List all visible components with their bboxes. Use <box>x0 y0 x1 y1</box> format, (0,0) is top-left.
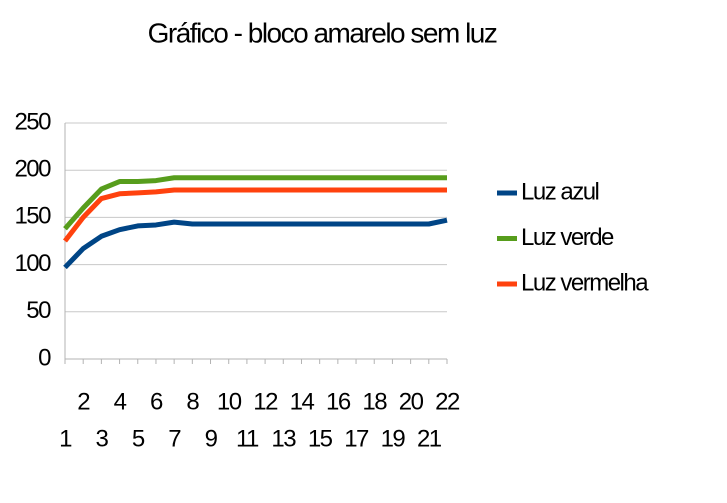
x-tick-label: 18 <box>362 388 387 415</box>
x-tick-label: 3 <box>95 425 108 452</box>
x-tick-label: 6 <box>150 388 163 415</box>
x-tick-label: 15 <box>308 425 333 452</box>
x-tick-label: 5 <box>132 425 145 452</box>
x-tick-label: 1 <box>59 425 72 452</box>
x-tick-label: 10 <box>217 388 242 415</box>
chart-title: Gráfico - bloco amarelo sem luz <box>148 17 497 48</box>
x-tick-label: 8 <box>186 388 199 415</box>
line-series <box>63 187 447 243</box>
y-tick-label: 0 <box>38 344 51 371</box>
x-tick-label: 11 <box>236 425 259 452</box>
x-tick-label: 12 <box>253 388 278 415</box>
x-tick-label: 2 <box>77 388 90 415</box>
x-tick-label: 14 <box>290 388 315 415</box>
line-series <box>63 217 448 270</box>
legend-label: Luz verde <box>521 224 614 251</box>
x-tick-label: 22 <box>435 388 460 415</box>
x-tick-label: 16 <box>326 388 351 415</box>
x-tick-label: 17 <box>344 425 369 452</box>
y-tick-label: 200 <box>14 156 51 183</box>
line-series <box>63 175 447 231</box>
y-tick-label: 50 <box>26 297 51 324</box>
x-tick-label: 21 <box>417 425 442 452</box>
y-tick-label: 250 <box>14 108 51 135</box>
x-tick-label: 13 <box>271 425 296 452</box>
x-tick-label: 20 <box>399 388 424 415</box>
x-tick-label: 7 <box>168 425 181 452</box>
legend-label: Luz azul <box>521 178 599 205</box>
legend-label: Luz vermelha <box>521 269 649 296</box>
y-tick-label: 100 <box>14 250 51 277</box>
x-tick-label: 4 <box>114 388 127 415</box>
x-tick-label: 9 <box>205 425 218 452</box>
y-tick-label: 150 <box>14 203 51 230</box>
x-tick-label: 19 <box>381 425 406 452</box>
